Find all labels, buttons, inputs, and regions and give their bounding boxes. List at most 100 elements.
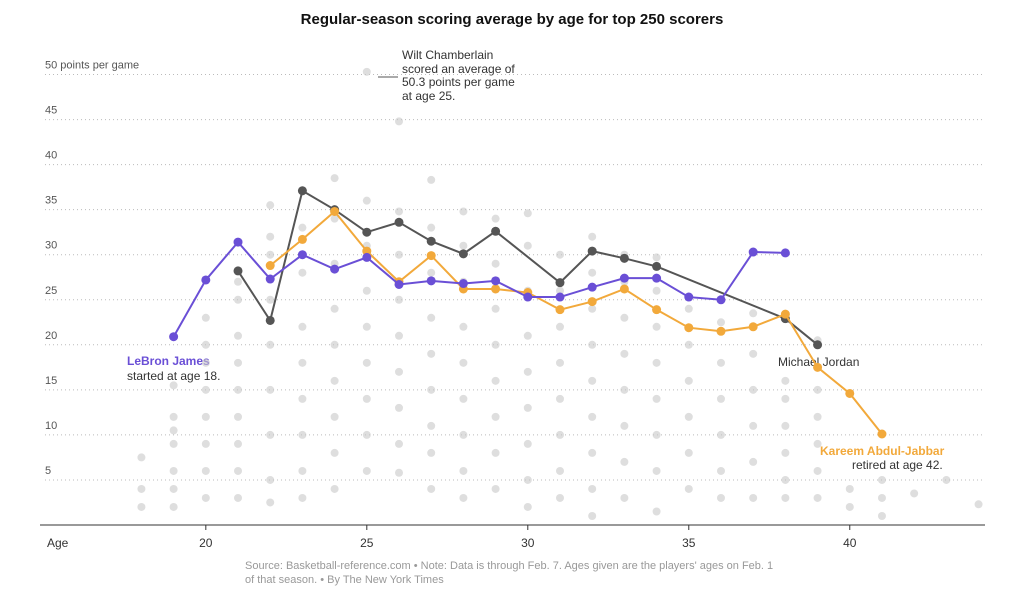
annotation: at age 25. bbox=[402, 89, 455, 103]
background-point bbox=[266, 385, 275, 394]
background-point bbox=[716, 466, 725, 475]
background-point bbox=[588, 232, 597, 241]
background-point bbox=[169, 439, 178, 448]
background-point bbox=[652, 358, 661, 367]
background-point bbox=[169, 412, 178, 421]
background-point bbox=[491, 484, 500, 493]
background-point bbox=[169, 466, 178, 475]
background-point bbox=[845, 502, 854, 511]
annotation: started at age 18. bbox=[127, 369, 220, 383]
data-point bbox=[362, 252, 372, 262]
background-point bbox=[749, 309, 758, 318]
background-point bbox=[877, 511, 886, 520]
background-point bbox=[298, 358, 307, 367]
data-point bbox=[458, 249, 468, 259]
source-note: Source: Basketball-reference.com • Note:… bbox=[245, 560, 773, 572]
background-point bbox=[427, 268, 436, 277]
background-point bbox=[266, 201, 275, 210]
series-line bbox=[172, 240, 786, 338]
data-point bbox=[748, 322, 758, 332]
background-point bbox=[395, 331, 404, 340]
background-point bbox=[427, 223, 436, 232]
background-point bbox=[716, 318, 725, 327]
series-label: Kareem Abdul-Jabbar bbox=[820, 444, 945, 458]
background-point bbox=[266, 340, 275, 349]
background-point bbox=[749, 493, 758, 502]
background-point bbox=[395, 295, 404, 304]
background-point bbox=[459, 394, 468, 403]
background-point bbox=[266, 295, 275, 304]
background-point bbox=[201, 385, 210, 394]
y-tick-label: 20 bbox=[45, 330, 57, 342]
background-point bbox=[588, 511, 597, 520]
background-point bbox=[459, 322, 468, 331]
background-point bbox=[684, 448, 693, 457]
x-tick-label: 30 bbox=[521, 536, 535, 550]
background-point bbox=[684, 376, 693, 385]
background-point bbox=[298, 430, 307, 439]
background-point bbox=[266, 498, 275, 507]
data-point bbox=[233, 237, 243, 247]
x-tick-label: 20 bbox=[199, 536, 213, 550]
background-point bbox=[330, 304, 339, 313]
background-point bbox=[427, 349, 436, 358]
background-point bbox=[588, 376, 597, 385]
background-point bbox=[330, 448, 339, 457]
data-point bbox=[555, 305, 565, 315]
background-point bbox=[395, 403, 404, 412]
background-point bbox=[684, 304, 693, 313]
background-point bbox=[427, 484, 436, 493]
background-point bbox=[588, 340, 597, 349]
background-point bbox=[588, 412, 597, 421]
data-point bbox=[426, 276, 436, 286]
background-point bbox=[266, 430, 275, 439]
data-point bbox=[297, 250, 307, 260]
background-point bbox=[555, 358, 564, 367]
background-point bbox=[427, 313, 436, 322]
background-point bbox=[491, 448, 500, 457]
background-point bbox=[298, 223, 307, 232]
data-point bbox=[362, 246, 372, 256]
background-point bbox=[201, 358, 210, 367]
background-point bbox=[716, 493, 725, 502]
background-point bbox=[395, 367, 404, 376]
background-point bbox=[298, 466, 307, 475]
data-point bbox=[265, 261, 275, 271]
background-point bbox=[523, 403, 532, 412]
data-point bbox=[233, 266, 243, 276]
y-tick-label: 30 bbox=[45, 240, 57, 252]
background-point bbox=[781, 493, 790, 502]
y-tick-label: 45 bbox=[45, 105, 57, 117]
background-point bbox=[234, 493, 243, 502]
x-tick-label: 25 bbox=[360, 536, 374, 550]
data-point bbox=[845, 388, 855, 398]
background-point bbox=[781, 448, 790, 457]
background-point bbox=[234, 277, 243, 286]
data-point bbox=[169, 332, 179, 342]
background-point bbox=[813, 412, 822, 421]
background-point bbox=[330, 412, 339, 421]
background-point bbox=[427, 421, 436, 430]
x-tick-label: 40 bbox=[843, 536, 857, 550]
background-point bbox=[395, 468, 404, 477]
background-point bbox=[813, 493, 822, 502]
background-point bbox=[588, 304, 597, 313]
background-point bbox=[781, 421, 790, 430]
y-tick-label: 25 bbox=[45, 285, 57, 297]
background-point bbox=[845, 484, 854, 493]
background-point bbox=[652, 394, 661, 403]
background-point bbox=[137, 484, 146, 493]
background-point bbox=[749, 457, 758, 466]
background-point bbox=[427, 385, 436, 394]
background-point bbox=[362, 286, 371, 295]
background-point bbox=[169, 381, 178, 390]
background-point bbox=[234, 439, 243, 448]
background-point bbox=[427, 448, 436, 457]
data-point bbox=[813, 340, 823, 350]
data-point bbox=[877, 429, 887, 439]
background-point bbox=[652, 253, 661, 262]
x-axis-label: Age bbox=[47, 536, 69, 550]
annotation: Wilt Chamberlain bbox=[402, 48, 493, 62]
data-point bbox=[587, 246, 597, 256]
data-point bbox=[201, 275, 211, 285]
